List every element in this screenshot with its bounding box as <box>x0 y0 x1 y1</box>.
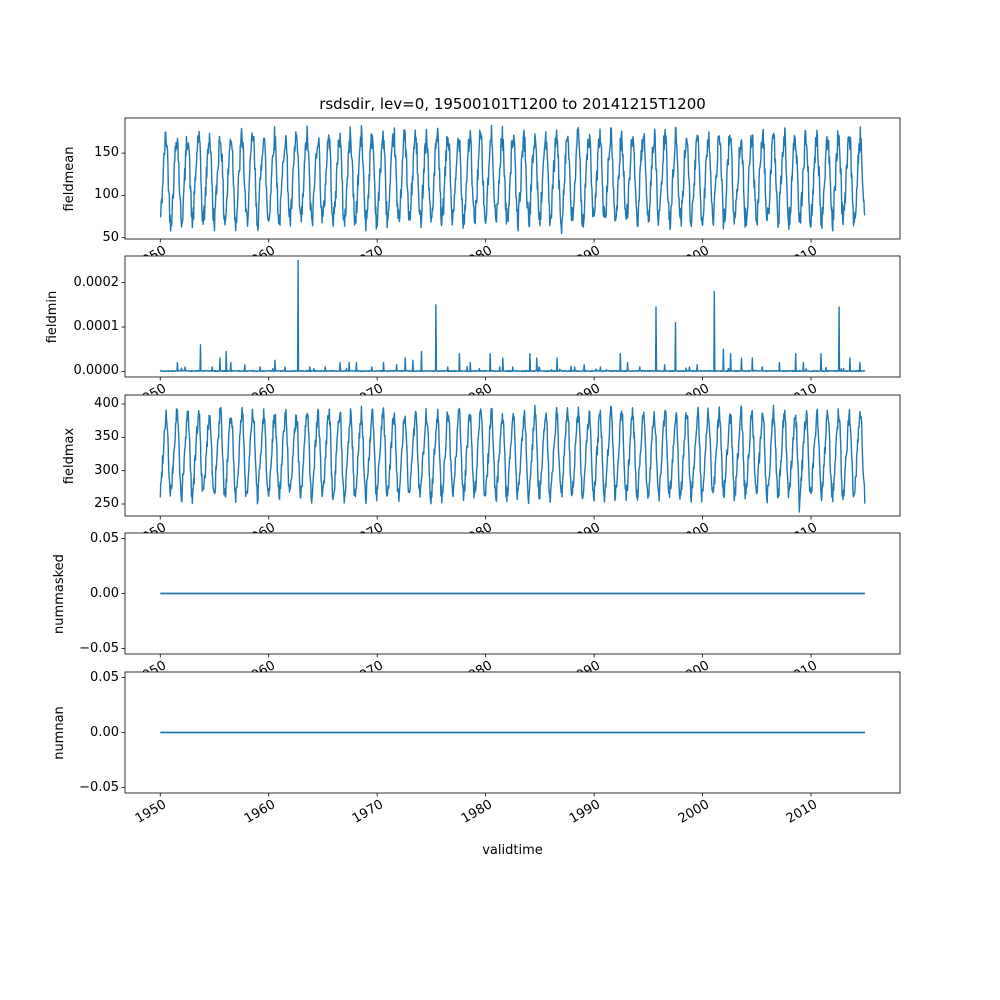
x-tick-label: 1980 <box>458 797 495 827</box>
y-tick-label: 250 <box>94 496 119 511</box>
plot-title: rsdsdir, lev=0, 19500101T1200 to 2014121… <box>319 95 706 113</box>
x-tick-label: 1950 <box>133 520 170 550</box>
x-tick-label: 1970 <box>350 243 387 273</box>
x-tick-label: 1990 <box>566 797 604 827</box>
y-tick-label: 350 <box>94 429 119 445</box>
x-tick-label: 1990 <box>566 243 604 273</box>
y-tick-label: 400 <box>94 396 119 411</box>
x-tick-label: 1960 <box>241 381 278 411</box>
x-tick-label: 1970 <box>350 520 387 550</box>
y-tick-label: 0.00 <box>90 724 119 740</box>
x-axis-label: validtime <box>482 843 543 858</box>
x-tick-label: 1960 <box>241 520 278 550</box>
x-tick-label: 1950 <box>133 658 170 688</box>
x-tick-label: 2010 <box>783 797 821 827</box>
x-tick-label: 2010 <box>783 381 821 411</box>
y-tick-label: 50 <box>102 229 119 245</box>
x-tick-label: 1980 <box>458 381 495 411</box>
y-tick-label: −0.05 <box>79 640 119 656</box>
x-tick-label: 1960 <box>241 797 278 827</box>
y-tick-label: 0.0000 <box>73 363 120 379</box>
x-tick-label: 2000 <box>675 658 712 688</box>
y-tick-label: 150 <box>94 145 119 161</box>
x-tick-label: 2010 <box>783 658 821 688</box>
x-tick-label: 1970 <box>350 797 387 827</box>
y-tick-label: 0.0001 <box>73 319 120 335</box>
y-tick-label: 0.05 <box>90 669 119 685</box>
x-tick-label: 2000 <box>675 797 712 827</box>
x-tick-label: 1970 <box>350 381 387 411</box>
y-axis-label-fieldmean: fieldmean <box>62 146 77 211</box>
x-tick-label: 1990 <box>566 381 604 411</box>
x-tick-label: 1970 <box>350 658 387 688</box>
x-tick-label: 1960 <box>241 243 278 273</box>
x-tick-label: 1990 <box>566 520 604 550</box>
y-axis-label-numnan: numnan <box>52 705 67 760</box>
x-tick-label: 1950 <box>133 381 170 411</box>
x-tick-label: 2000 <box>675 381 712 411</box>
x-tick-label: 1980 <box>458 658 495 688</box>
x-tick-label: 1990 <box>566 658 604 688</box>
y-tick-label: 0.0002 <box>73 274 120 290</box>
x-tick-label: 2000 <box>675 520 712 550</box>
x-tick-label: 1950 <box>133 797 170 827</box>
x-tick-label: 1960 <box>241 658 278 688</box>
y-axis-label-fieldmin: fieldmin <box>45 290 60 343</box>
y-tick-label: 300 <box>94 462 119 478</box>
x-tick-label: 2010 <box>783 243 821 273</box>
x-tick-label: 1980 <box>458 520 495 550</box>
y-tick-label: −0.05 <box>79 779 119 795</box>
x-tick-label: 2000 <box>675 243 712 273</box>
x-tick-label: 1980 <box>458 243 495 273</box>
y-tick-label: 0.05 <box>90 530 119 546</box>
x-tick-label: 1950 <box>133 243 170 273</box>
x-tick-label: 2010 <box>783 520 821 550</box>
y-tick-label: 0.00 <box>90 585 119 601</box>
y-tick-label: 100 <box>94 187 119 203</box>
